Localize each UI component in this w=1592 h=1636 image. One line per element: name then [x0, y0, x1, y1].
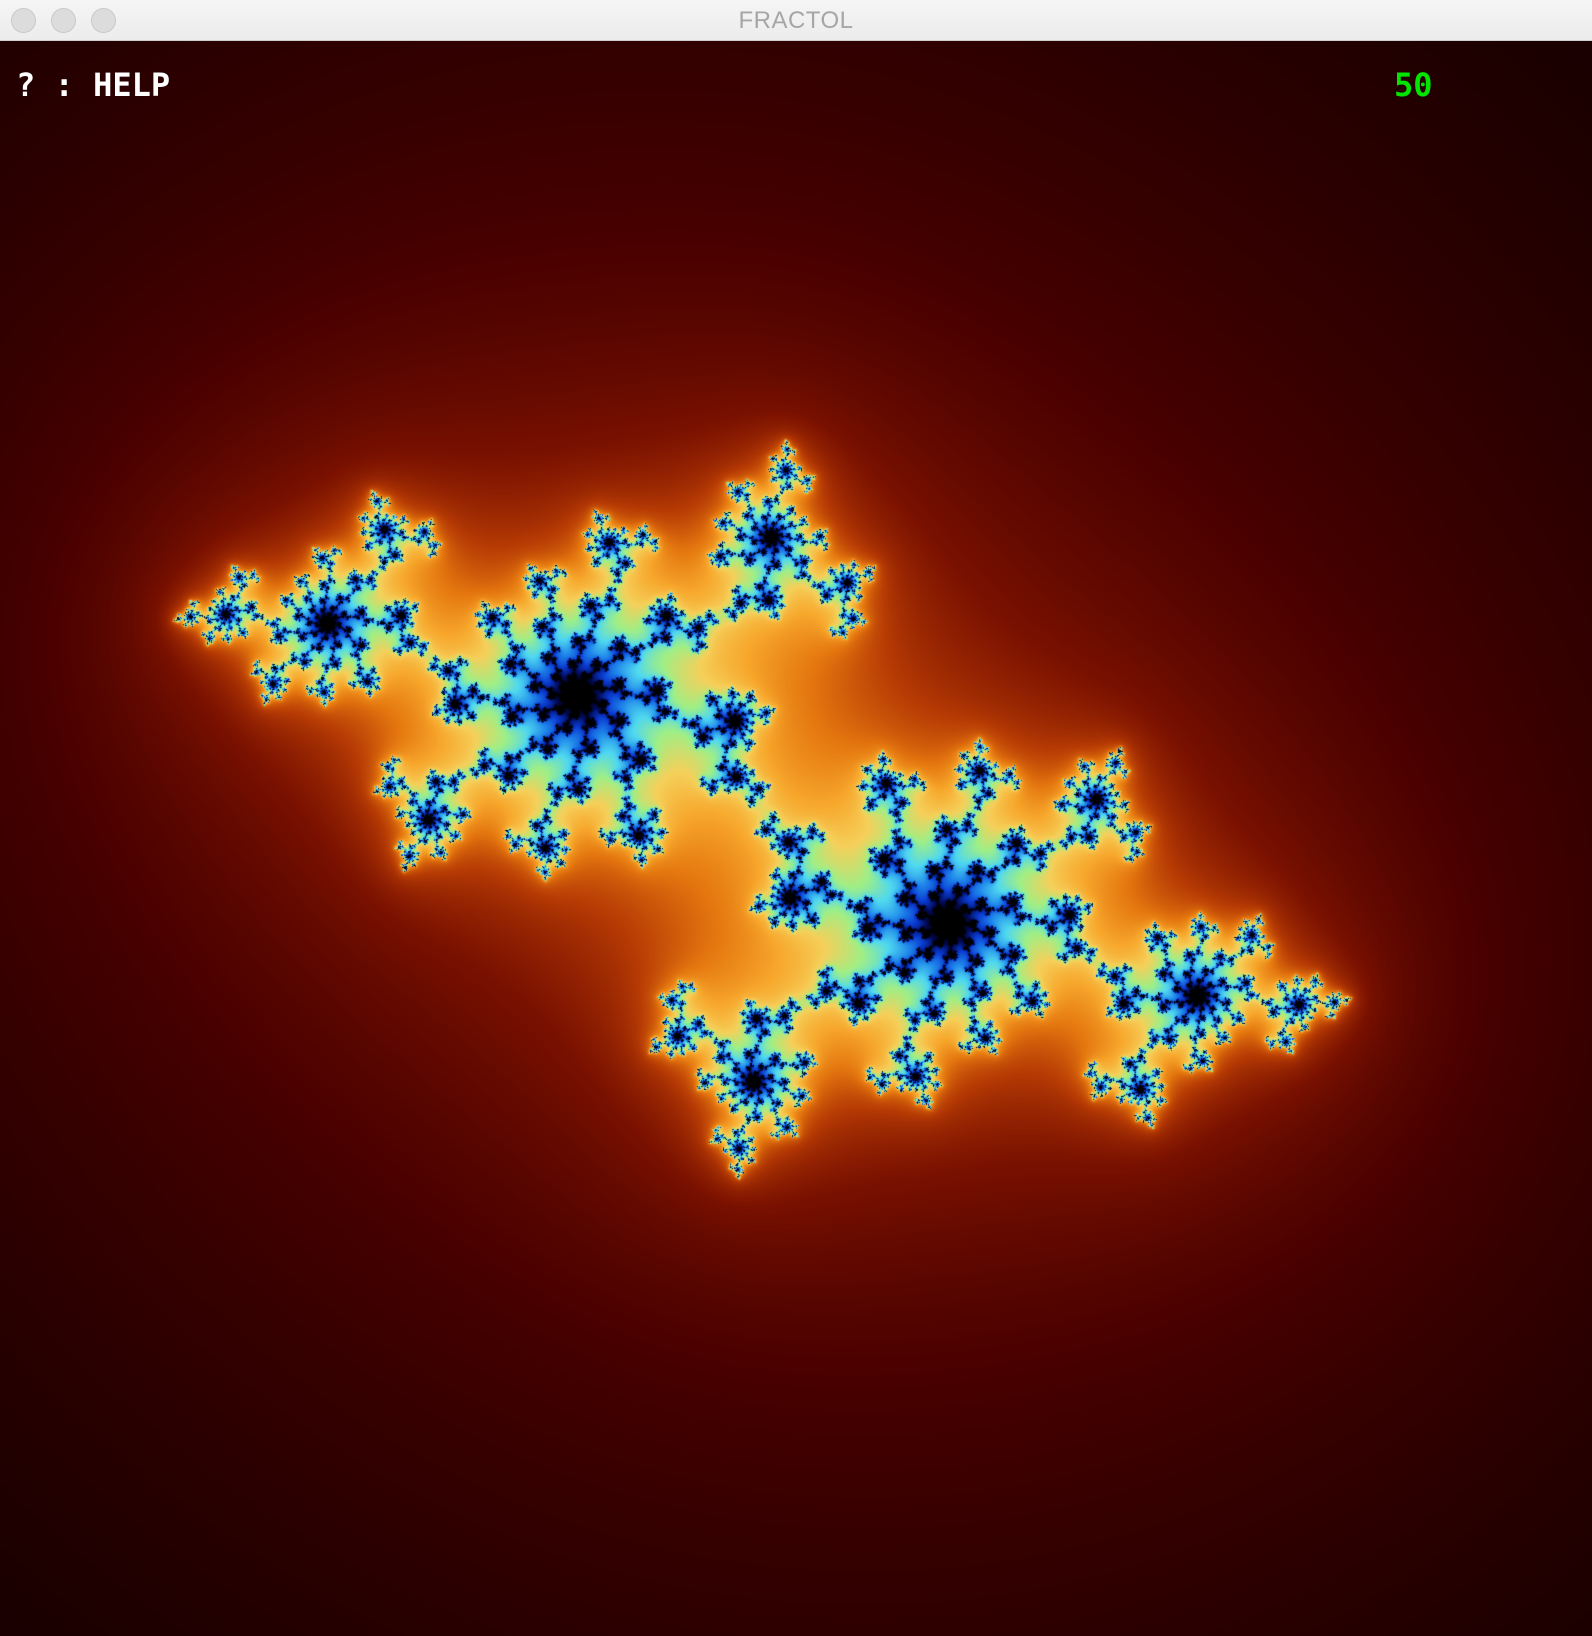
fractal-viewport[interactable]: ? : HELP 50: [0, 41, 1592, 1636]
close-window-button[interactable]: [11, 8, 36, 33]
maximize-window-button[interactable]: [91, 8, 116, 33]
window-title: FRACTOL: [738, 7, 854, 34]
iteration-count-label: 50: [1394, 66, 1433, 104]
title-bar: FRACTOL: [0, 0, 1592, 41]
minimize-window-button[interactable]: [51, 8, 76, 33]
help-hint-label: ? : HELP: [16, 66, 171, 104]
fractal-canvas[interactable]: [0, 41, 1592, 1636]
